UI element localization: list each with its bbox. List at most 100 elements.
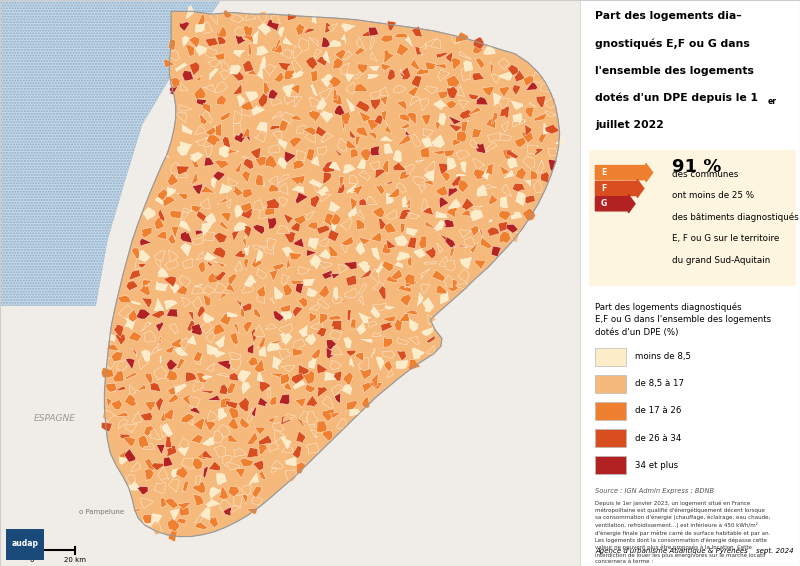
- Polygon shape: [142, 350, 150, 362]
- Polygon shape: [221, 397, 231, 408]
- Polygon shape: [227, 383, 235, 394]
- Polygon shape: [246, 448, 258, 458]
- Polygon shape: [154, 482, 166, 494]
- Polygon shape: [190, 434, 203, 444]
- Polygon shape: [458, 230, 471, 238]
- Polygon shape: [334, 105, 346, 115]
- Polygon shape: [139, 250, 150, 261]
- Polygon shape: [282, 84, 294, 97]
- Polygon shape: [358, 158, 366, 169]
- Polygon shape: [230, 358, 242, 371]
- Polygon shape: [241, 486, 251, 495]
- Polygon shape: [128, 310, 138, 322]
- Polygon shape: [176, 518, 186, 524]
- Polygon shape: [247, 344, 254, 354]
- Polygon shape: [226, 401, 238, 409]
- Polygon shape: [157, 336, 162, 348]
- Polygon shape: [344, 72, 354, 82]
- Polygon shape: [293, 46, 302, 59]
- Polygon shape: [456, 150, 470, 160]
- Polygon shape: [179, 337, 190, 350]
- Polygon shape: [323, 171, 331, 184]
- Polygon shape: [242, 127, 250, 138]
- Polygon shape: [422, 298, 434, 312]
- Text: dotés d'un DPE depuis le 1: dotés d'un DPE depuis le 1: [595, 93, 758, 104]
- Polygon shape: [227, 312, 238, 317]
- Polygon shape: [281, 415, 292, 425]
- Polygon shape: [205, 146, 212, 158]
- Polygon shape: [370, 37, 375, 50]
- Polygon shape: [228, 178, 238, 187]
- Polygon shape: [498, 71, 512, 80]
- Polygon shape: [548, 148, 558, 156]
- Polygon shape: [409, 319, 418, 331]
- Polygon shape: [332, 294, 344, 304]
- Polygon shape: [408, 359, 420, 371]
- Polygon shape: [380, 136, 392, 141]
- Polygon shape: [386, 239, 396, 249]
- Polygon shape: [358, 284, 366, 294]
- Polygon shape: [241, 202, 252, 212]
- Polygon shape: [306, 418, 315, 427]
- Polygon shape: [167, 173, 178, 186]
- Polygon shape: [214, 160, 230, 169]
- Polygon shape: [138, 435, 149, 449]
- Text: E: E: [601, 168, 606, 177]
- Polygon shape: [384, 181, 393, 184]
- Polygon shape: [373, 282, 384, 293]
- Polygon shape: [231, 72, 244, 82]
- Text: 34 et plus: 34 et plus: [635, 461, 678, 470]
- Polygon shape: [296, 462, 306, 474]
- Polygon shape: [242, 303, 252, 311]
- Polygon shape: [163, 196, 175, 207]
- Text: Agence d'urbanisme Atlantique & Pyrénées: Agence d'urbanisme Atlantique & Pyrénées: [595, 547, 748, 554]
- Polygon shape: [254, 359, 265, 372]
- Polygon shape: [421, 268, 430, 278]
- Polygon shape: [320, 110, 333, 122]
- Polygon shape: [334, 149, 342, 156]
- Polygon shape: [314, 49, 322, 59]
- Polygon shape: [234, 495, 242, 507]
- Polygon shape: [213, 261, 226, 268]
- Polygon shape: [322, 161, 334, 173]
- Polygon shape: [534, 113, 546, 122]
- Polygon shape: [279, 120, 289, 131]
- Polygon shape: [193, 418, 205, 431]
- Polygon shape: [444, 150, 454, 156]
- Polygon shape: [182, 36, 190, 46]
- Polygon shape: [498, 222, 510, 232]
- Polygon shape: [318, 285, 330, 298]
- Polygon shape: [451, 58, 461, 70]
- Polygon shape: [195, 521, 208, 530]
- Polygon shape: [126, 358, 135, 370]
- Polygon shape: [458, 269, 470, 282]
- Polygon shape: [355, 209, 364, 220]
- Polygon shape: [315, 225, 330, 234]
- Polygon shape: [437, 70, 450, 81]
- Polygon shape: [422, 138, 433, 147]
- Polygon shape: [306, 211, 314, 220]
- Polygon shape: [137, 487, 148, 495]
- Polygon shape: [525, 195, 535, 203]
- Polygon shape: [506, 224, 518, 233]
- Polygon shape: [350, 197, 358, 211]
- Polygon shape: [278, 183, 288, 195]
- Polygon shape: [459, 52, 471, 59]
- Polygon shape: [319, 250, 330, 259]
- Polygon shape: [500, 86, 510, 97]
- Polygon shape: [310, 348, 321, 359]
- Polygon shape: [254, 427, 266, 435]
- Polygon shape: [310, 429, 318, 438]
- Polygon shape: [234, 131, 246, 143]
- Polygon shape: [281, 274, 290, 285]
- Polygon shape: [168, 282, 179, 294]
- Polygon shape: [362, 29, 374, 36]
- Polygon shape: [407, 212, 420, 218]
- Polygon shape: [322, 36, 330, 48]
- Polygon shape: [265, 65, 276, 76]
- Polygon shape: [373, 303, 386, 311]
- Polygon shape: [302, 370, 314, 384]
- Polygon shape: [449, 124, 462, 132]
- Polygon shape: [230, 505, 242, 512]
- Polygon shape: [189, 62, 200, 76]
